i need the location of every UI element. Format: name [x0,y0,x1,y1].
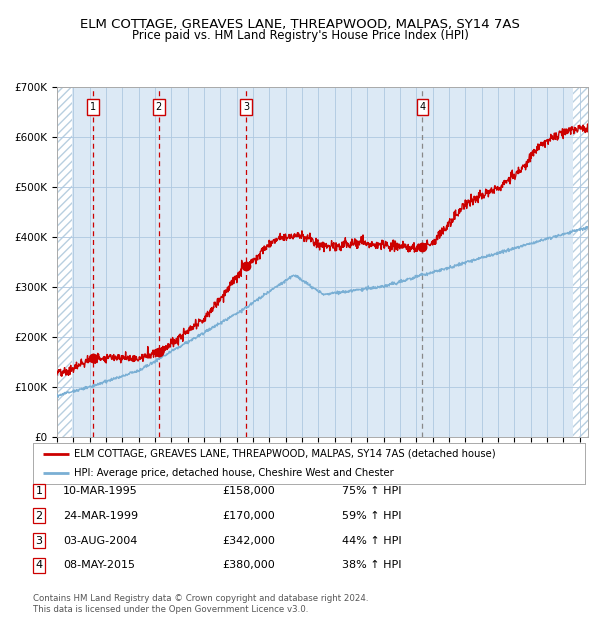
Text: 1: 1 [90,102,96,112]
Text: 24-MAR-1999: 24-MAR-1999 [63,511,138,521]
Text: 10-MAR-1995: 10-MAR-1995 [63,486,138,496]
Text: £380,000: £380,000 [222,560,275,570]
Bar [57,87,72,437]
Text: 44% ↑ HPI: 44% ↑ HPI [342,536,401,546]
Text: 2: 2 [35,511,43,521]
Text: 38% ↑ HPI: 38% ↑ HPI [342,560,401,570]
Text: Contains HM Land Registry data © Crown copyright and database right 2024.
This d: Contains HM Land Registry data © Crown c… [33,595,368,614]
Text: 08-MAY-2015: 08-MAY-2015 [63,560,135,570]
Text: 75% ↑ HPI: 75% ↑ HPI [342,486,401,496]
Text: ELM COTTAGE, GREAVES LANE, THREAPWOOD, MALPAS, SY14 7AS (detached house): ELM COTTAGE, GREAVES LANE, THREAPWOOD, M… [74,449,496,459]
Text: ELM COTTAGE, GREAVES LANE, THREAPWOOD, MALPAS, SY14 7AS: ELM COTTAGE, GREAVES LANE, THREAPWOOD, M… [80,19,520,31]
Text: HPI: Average price, detached house, Cheshire West and Chester: HPI: Average price, detached house, Ches… [74,467,394,477]
Text: 4: 4 [419,102,425,112]
Text: £342,000: £342,000 [222,536,275,546]
Text: 4: 4 [35,560,43,570]
Text: £170,000: £170,000 [222,511,275,521]
Text: Price paid vs. HM Land Registry's House Price Index (HPI): Price paid vs. HM Land Registry's House … [131,29,469,42]
Text: 3: 3 [35,536,43,546]
Text: 03-AUG-2004: 03-AUG-2004 [63,536,137,546]
Text: 2: 2 [155,102,162,112]
Text: 59% ↑ HPI: 59% ↑ HPI [342,511,401,521]
Text: 1: 1 [35,486,43,496]
Text: 3: 3 [243,102,249,112]
Text: £158,000: £158,000 [222,486,275,496]
Bar [573,87,588,437]
